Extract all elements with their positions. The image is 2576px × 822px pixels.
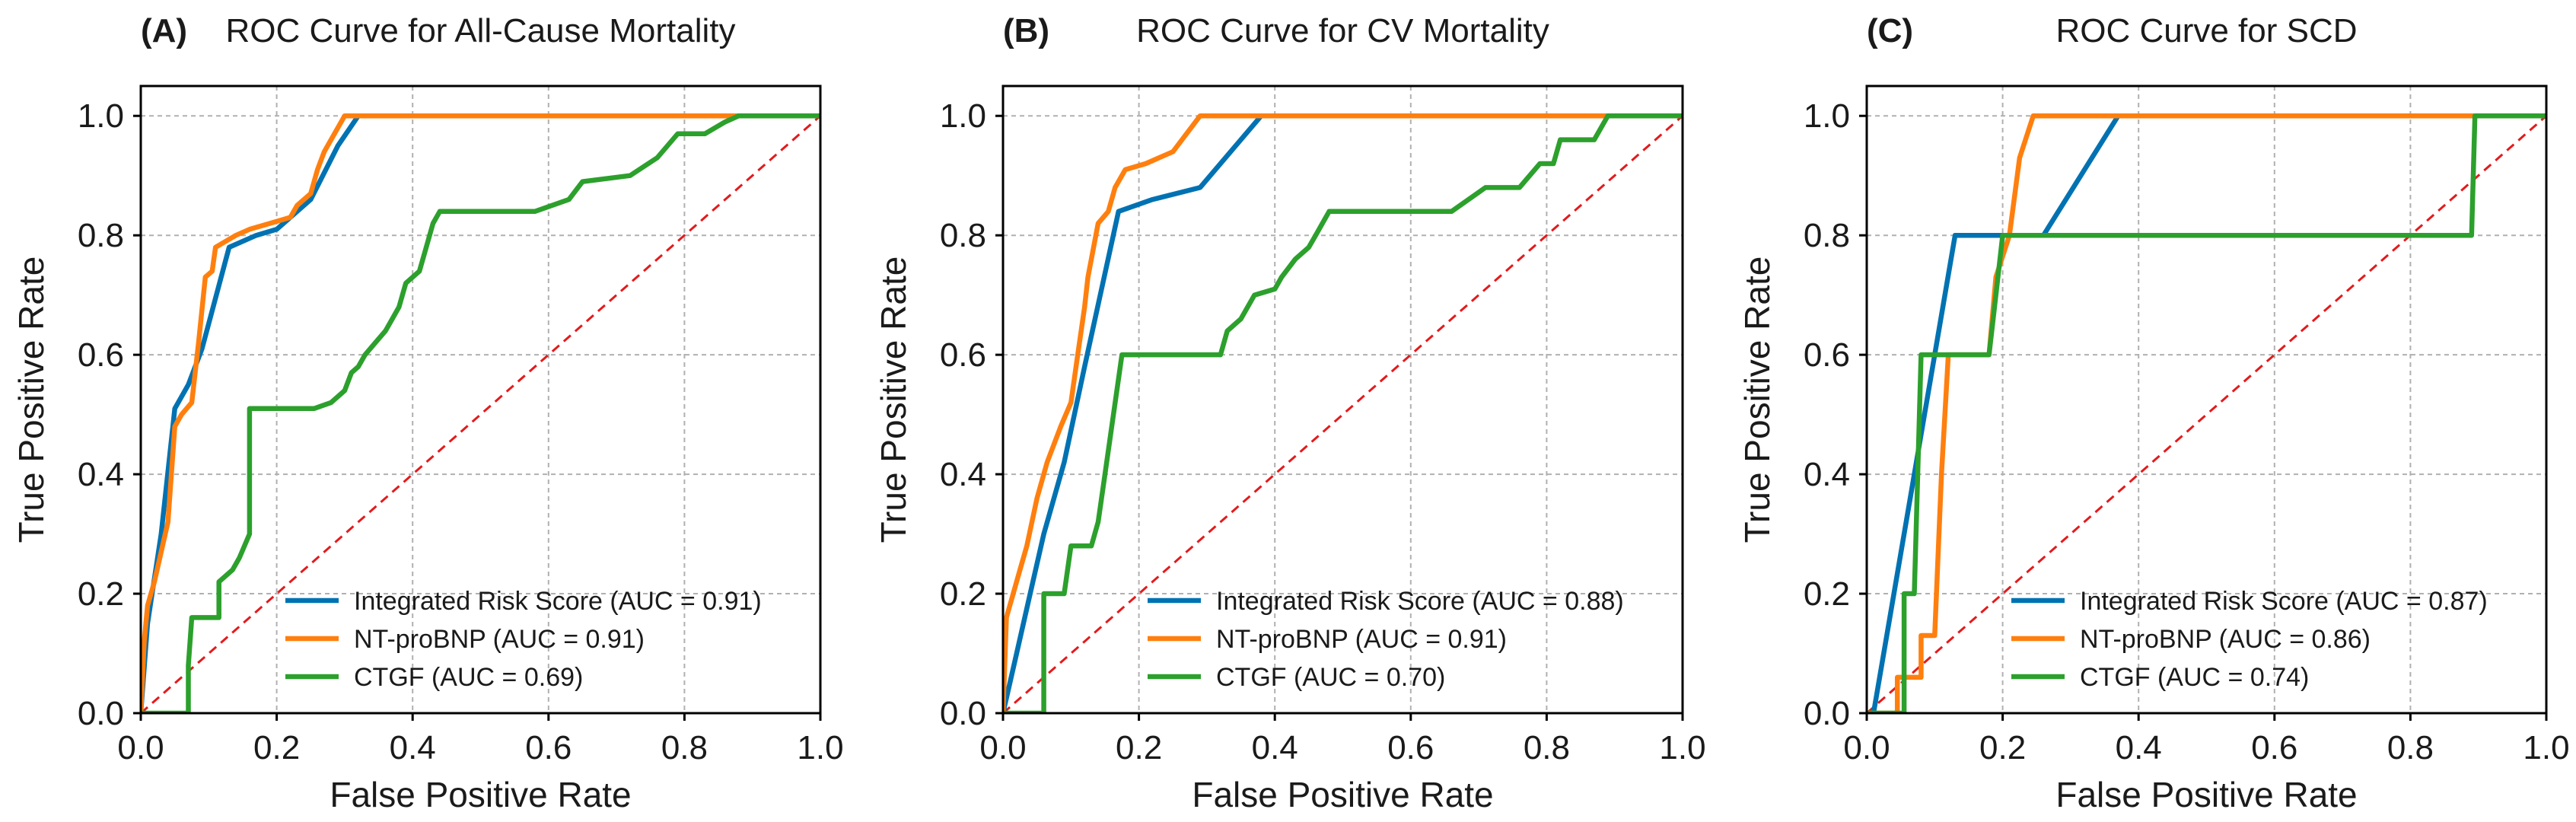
y-tick-label: 0.4 — [1804, 456, 1850, 493]
series-line-ctgf — [141, 113, 820, 713]
legend-label: CTGF (AUC = 0.70) — [1216, 663, 1445, 692]
plot-frame — [1001, 84, 1684, 715]
series-line-nt-probnp — [1003, 113, 1683, 713]
legend-label: NT-proBNP (AUC = 0.86) — [2080, 625, 2371, 654]
y-axis-title: True Positive Rate — [11, 256, 51, 543]
legend-label: Integrated Risk Score (AUC = 0.87) — [2080, 587, 2488, 616]
reference-diagonal-line — [141, 115, 820, 713]
x-tick-label: 0.4 — [1252, 729, 1298, 766]
x-tick-label: 0.0 — [1843, 729, 1890, 766]
y-axis-title: True Positive Rate — [874, 256, 913, 543]
series-line-ctgf — [1867, 113, 2546, 713]
x-tick-label: 0.4 — [2116, 729, 2162, 766]
panel-label: (A) — [141, 12, 187, 49]
series-line-ctgf — [1003, 113, 1683, 713]
panel-title: ROC Curve for All-Cause Mortality — [226, 12, 736, 49]
reference-diagonal-line — [1003, 115, 1683, 713]
y-tick-label: 0.8 — [940, 217, 986, 254]
roc-panel-1: 0.0 0.2 0.4 0.6 0.8 1.0 0.0 0.2 0.4 0.6 0.8 1.0 Fals… — [11, 12, 844, 814]
x-tick-label: 0.8 — [1524, 729, 1570, 766]
legend-label: NT-proBNP (AUC = 0.91) — [1216, 625, 1507, 654]
roc-panel-2: 0.0 0.2 0.4 0.6 0.8 1.0 0.0 0.2 0.4 0.6 0.8 1.0 Fals… — [874, 12, 1706, 814]
x-tick-label: 0.6 — [525, 729, 572, 766]
series-line-integrated-risk-score — [1003, 113, 1683, 713]
roc-panel-3: 0.0 0.2 0.4 0.6 0.8 1.0 0.0 0.2 0.4 0.6 0.8 1.0 Fals… — [1737, 12, 2570, 814]
y-tick-label: 0.6 — [78, 336, 124, 374]
x-tick-label: 1.0 — [797, 729, 843, 766]
x-tick-label: 1.0 — [2523, 729, 2569, 766]
x-axis-title: False Positive Rate — [2055, 775, 2357, 814]
reference-diagonal-line — [1867, 115, 2546, 713]
y-axis-title: True Positive Rate — [1737, 256, 1777, 543]
plot-frame — [139, 84, 822, 715]
x-axis-title: False Positive Rate — [330, 775, 631, 814]
x-tick-label: 0.2 — [1979, 729, 2026, 766]
x-tick-label: 0.6 — [2251, 729, 2297, 766]
y-tick-label: 0.2 — [940, 575, 986, 613]
y-tick-label: 0.6 — [1804, 336, 1850, 374]
y-tick-label: 0.0 — [78, 695, 124, 732]
legend: Integrated Risk Score (AUC = 0.91) NT-pro… — [285, 587, 762, 692]
y-tick-label: 0.0 — [940, 695, 986, 732]
plot-frame — [1865, 84, 2548, 715]
y-tick-label: 0.0 — [1804, 695, 1850, 732]
legend-label: Integrated Risk Score (AUC = 0.88) — [1216, 587, 1624, 616]
series-line-nt-probnp — [141, 113, 820, 713]
x-tick-label: 0.8 — [661, 729, 708, 766]
panel-title: ROC Curve for SCD — [2055, 12, 2357, 49]
x-tick-label: 0.8 — [2387, 729, 2434, 766]
x-tick-label: 0.2 — [253, 729, 300, 766]
y-tick-label: 1.0 — [940, 97, 986, 135]
legend-label: Integrated Risk Score (AUC = 0.91) — [354, 587, 762, 616]
y-tick-label: 0.2 — [78, 575, 124, 613]
y-tick-label: 0.2 — [1804, 575, 1850, 613]
legend-label: NT-proBNP (AUC = 0.91) — [354, 625, 645, 654]
legend: Integrated Risk Score (AUC = 0.88) NT-pro… — [1148, 587, 1624, 692]
x-tick-label: 0.4 — [390, 729, 436, 766]
series-line-nt-probnp — [1867, 113, 2546, 713]
x-tick-label: 0.2 — [1116, 729, 1162, 766]
x-axis-title: False Positive Rate — [1192, 775, 1493, 814]
x-tick-label: 0.0 — [117, 729, 164, 766]
panel-label: (C) — [1867, 12, 1913, 49]
x-tick-label: 0.0 — [979, 729, 1026, 766]
panel-title: ROC Curve for CV Mortality — [1136, 12, 1549, 49]
y-tick-label: 0.4 — [940, 456, 986, 493]
panel-label: (B) — [1003, 12, 1049, 49]
legend: Integrated Risk Score (AUC = 0.87) NT-pro… — [2011, 587, 2488, 692]
y-tick-label: 0.8 — [1804, 217, 1850, 254]
y-tick-label: 0.6 — [940, 336, 986, 374]
y-tick-label: 1.0 — [78, 97, 124, 135]
y-tick-label: 0.8 — [78, 217, 124, 254]
y-tick-label: 0.4 — [78, 456, 124, 493]
x-tick-label: 0.6 — [1387, 729, 1434, 766]
legend-label: CTGF (AUC = 0.74) — [2080, 663, 2309, 692]
x-tick-label: 1.0 — [1659, 729, 1705, 766]
legend-label: CTGF (AUC = 0.69) — [354, 663, 583, 692]
y-tick-label: 1.0 — [1804, 97, 1850, 135]
series-line-integrated-risk-score — [141, 113, 820, 713]
